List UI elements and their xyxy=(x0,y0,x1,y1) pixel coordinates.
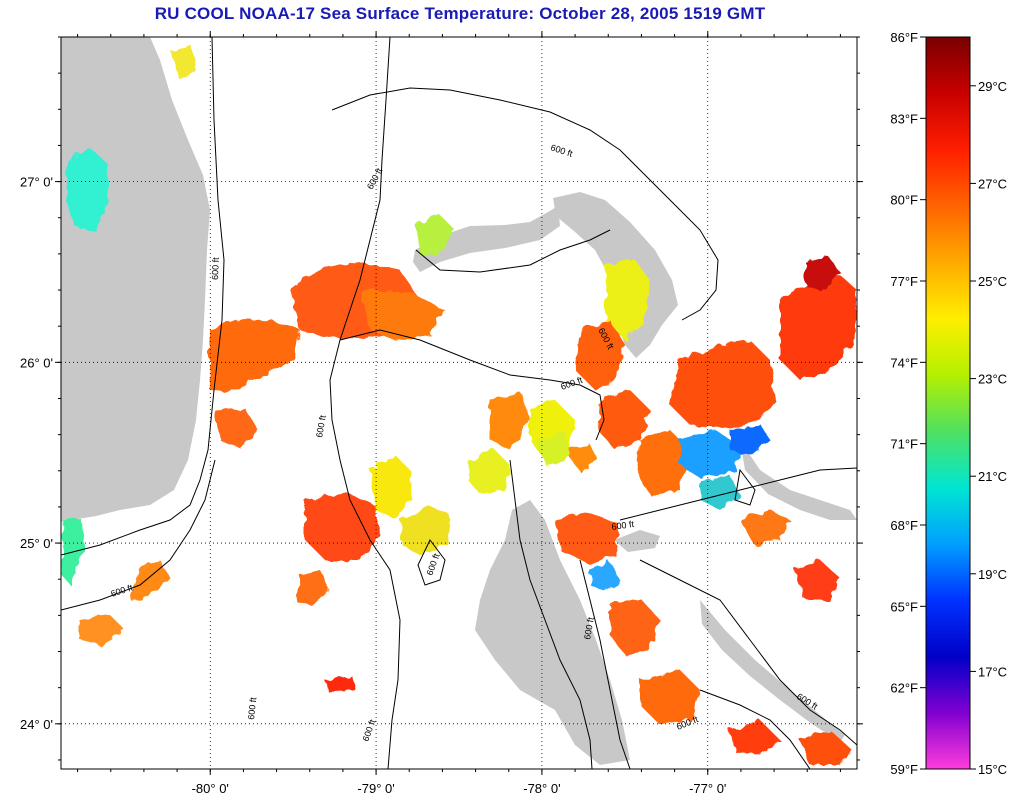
lat-tick-label: 25° 0' xyxy=(20,536,53,551)
bathymetry-contours xyxy=(61,37,857,769)
map-axes: -80° 0' -79° 0' -78° 0' -77° 0' 27° 0' 26° 0'… xyxy=(20,31,863,796)
contour-line xyxy=(339,329,605,441)
contour-line xyxy=(509,459,593,769)
colorbar-label-f: 68°F xyxy=(890,518,918,533)
contour-line xyxy=(639,559,857,746)
contour-line xyxy=(415,229,611,273)
contour-line xyxy=(331,87,719,321)
colorbar-label-f: 71°F xyxy=(890,437,918,452)
colorbar-label-f: 83°F xyxy=(890,111,918,126)
colorbar-label-c: 27°C xyxy=(978,176,1007,191)
contour-line xyxy=(329,37,401,769)
colorbar-label-c: 23°C xyxy=(978,372,1007,387)
grand-bahama-island xyxy=(413,206,560,272)
lon-tick-label: -78° 0' xyxy=(523,781,560,796)
temperature-colorbar: 86°F 83°F 80°F 77°F 74°F 71°F 68°F 65°F 62°F 59°F… xyxy=(890,30,1007,777)
colorbar-label-c: 29°C xyxy=(978,79,1007,94)
graticule xyxy=(61,37,857,769)
lon-tick-label: -77° 0' xyxy=(689,781,726,796)
contour-line xyxy=(61,459,216,611)
contour-line xyxy=(417,539,446,586)
lon-tick-label: -80° 0' xyxy=(192,781,229,796)
colorbar-label-f: 77°F xyxy=(890,274,918,289)
exuma-islands xyxy=(700,600,845,742)
lat-tick-label: 24° 0' xyxy=(20,717,53,732)
colorbar-labels: 86°F 83°F 80°F 77°F 74°F 71°F 68°F 65°F 62°F 59°F… xyxy=(890,30,1007,777)
colorbar-gradient xyxy=(925,36,971,770)
colorbar-label-f: 80°F xyxy=(890,193,918,208)
contour-label: 600 ft xyxy=(611,519,635,532)
plot-area: 600 ft 600 ft 600 ft 600 ft 600 ft 600 f… xyxy=(61,37,857,769)
contour-label: 600 ft xyxy=(210,257,221,280)
contour-line xyxy=(734,468,756,506)
contour-line xyxy=(579,559,631,769)
colorbar-label-c: 15°C xyxy=(978,762,1007,777)
contour-label: 600 ft xyxy=(246,696,258,720)
colorbar-label-f: 74°F xyxy=(890,355,918,370)
colorbar-label-c: 19°C xyxy=(978,567,1007,582)
sst-data-patches xyxy=(62,46,857,765)
colorbar-label-c: 25°C xyxy=(978,274,1007,289)
lat-tick-label: 27° 0' xyxy=(20,175,53,190)
contour-label: 600 ft xyxy=(314,414,328,438)
colorbar-label-f: 62°F xyxy=(890,681,918,696)
contour-line xyxy=(619,467,857,521)
colorbar-label-f: 65°F xyxy=(890,599,918,614)
lon-tick-label: -79° 0' xyxy=(357,781,394,796)
contour-label: 600 ft xyxy=(582,616,596,640)
colorbar-label-c: 21°C xyxy=(978,469,1007,484)
andros-island xyxy=(475,500,630,765)
new-providence-island xyxy=(614,530,660,552)
map-title: RU COOL NOAA-17 Sea Surface Temperature:… xyxy=(154,4,766,23)
lat-tick-label: 26° 0' xyxy=(20,355,53,370)
colorbar-label-f: 59°F xyxy=(890,762,918,777)
colorbar-label-f: 86°F xyxy=(890,30,918,45)
plot-frame xyxy=(60,36,858,770)
contour-line xyxy=(699,689,811,769)
contour-line xyxy=(61,37,225,556)
colorbar-label-c: 17°C xyxy=(978,664,1007,679)
eleuthera-island xyxy=(740,440,857,520)
